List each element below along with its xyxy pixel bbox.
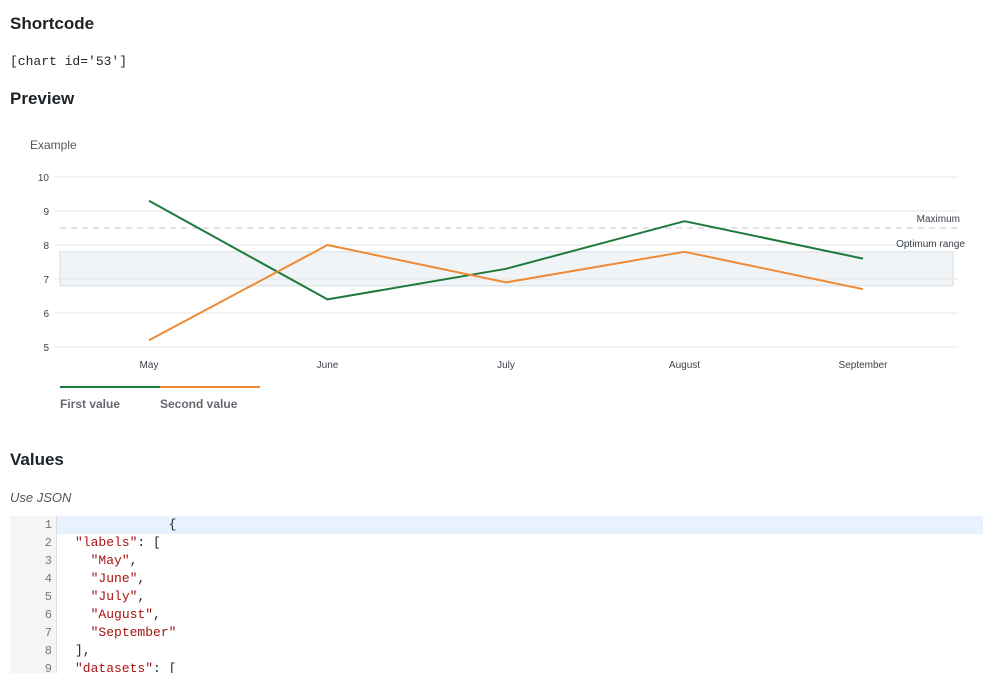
code-line[interactable]: 4 "June",	[10, 570, 983, 588]
json-string: "September"	[90, 625, 177, 640]
code-line[interactable]: 5 "July",	[10, 588, 983, 606]
json-string: "July"	[90, 589, 138, 604]
json-string: "August"	[90, 607, 154, 622]
code-text: "July",	[57, 588, 983, 606]
annotation-label-maximum: Maximum	[917, 214, 960, 225]
y-tick-label: 8	[43, 241, 49, 252]
line-number: 7	[44, 626, 52, 640]
code-text: {	[57, 516, 983, 534]
json-punctuation: ,	[137, 589, 146, 604]
json-key: "datasets"	[75, 661, 154, 673]
code-text: "datasets": [	[57, 660, 983, 673]
line-number: 6	[44, 608, 52, 622]
code-text: ],	[57, 642, 983, 660]
x-tick-label: August	[669, 360, 700, 371]
y-tick-label: 10	[38, 173, 50, 184]
code-text: "June",	[57, 570, 983, 588]
line-number: 8	[44, 644, 52, 658]
code-line[interactable]: 7 "September"	[10, 624, 983, 642]
line-chart: Example 5 6 7 8 9 10 Maximum Optimum range May Jun…	[30, 138, 965, 371]
json-punctuation: ],	[75, 643, 91, 658]
line-number: 9	[44, 662, 52, 673]
json-punctuation: ,	[129, 553, 138, 568]
code-line[interactable]: 9 "datasets": [	[10, 660, 983, 673]
x-tick-label: September	[839, 360, 889, 371]
json-punctuation: : [	[153, 661, 177, 673]
line-number: 1	[44, 518, 52, 532]
code-line[interactable]: 1 {	[10, 516, 983, 534]
values-heading: Values	[10, 450, 64, 469]
y-tick-label: 6	[43, 309, 49, 320]
code-line[interactable]: 8],	[10, 642, 983, 660]
json-punctuation: ,	[153, 607, 161, 622]
line-number: 3	[44, 554, 52, 568]
code-line[interactable]: 6 "August",	[10, 606, 983, 624]
json-key: "labels"	[75, 535, 138, 550]
code-text: "May",	[57, 552, 983, 570]
json-hint: Use JSON	[10, 490, 72, 505]
y-tick-label: 9	[43, 207, 49, 218]
x-tick-label: June	[317, 360, 339, 371]
code-line[interactable]: 2 "labels": [	[10, 534, 983, 552]
legend-item-second-value[interactable]: Second value	[160, 386, 260, 411]
code-text: "labels": [	[57, 534, 983, 552]
json-string: "June"	[90, 571, 138, 586]
y-tick-label: 5	[43, 343, 49, 354]
x-tick-label: May	[140, 360, 159, 371]
chart-legend: First value Second value	[60, 386, 260, 411]
code-line[interactable]: 3 "May",	[10, 552, 983, 570]
preview-heading: Preview	[10, 89, 75, 108]
annotation-label-optimum-range: Optimum range	[896, 239, 965, 250]
line-number: 5	[44, 590, 52, 604]
x-tick-label: July	[497, 360, 515, 371]
line-number-gutter	[10, 516, 57, 673]
code-text: "September"	[57, 624, 983, 642]
json-code-editor[interactable]: 1 {2 "labels": [3 "May", 4 "June", 5 "July"…	[10, 516, 983, 673]
legend-item-first-value[interactable]: First value	[60, 386, 160, 411]
json-punctuation: ,	[137, 571, 146, 586]
json-punctuation: : [	[137, 535, 161, 550]
json-string: "May"	[90, 553, 130, 568]
y-tick-label: 7	[43, 275, 49, 286]
chart-title: Example	[30, 138, 77, 152]
shortcode-heading: Shortcode	[10, 14, 95, 33]
code-text: "August",	[57, 606, 983, 624]
line-number: 2	[44, 536, 52, 550]
shortcode-text[interactable]: [chart id='53']	[10, 54, 128, 69]
line-number: 4	[44, 572, 52, 586]
json-punctuation: {	[168, 517, 177, 532]
